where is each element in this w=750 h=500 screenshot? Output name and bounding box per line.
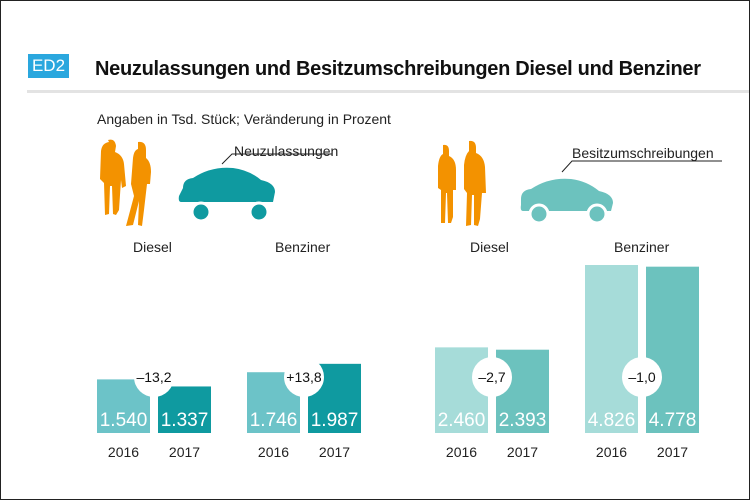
category-label: Diesel (470, 239, 509, 255)
section-label: Besitzumschreibungen (572, 145, 714, 161)
car-icon (520, 160, 722, 225)
category-label: Benziner (614, 239, 670, 255)
badge: ED2 (28, 54, 69, 78)
value-label: 1.987 (311, 410, 359, 431)
year-label: 2017 (169, 444, 200, 460)
value-label: 1.540 (100, 410, 148, 431)
subtitle: Angaben in Tsd. Stück; Veränderung in Pr… (97, 111, 391, 127)
value-label: 2.460 (438, 410, 486, 431)
year-label: 2016 (108, 444, 139, 460)
change-circle (622, 357, 662, 397)
year-label: 2017 (507, 444, 538, 460)
change-circle (134, 357, 174, 397)
value-label: 2.393 (499, 410, 547, 431)
bar (585, 265, 638, 433)
category-label: Diesel (133, 239, 172, 255)
change-label: +13,8 (286, 369, 322, 385)
year-label: 2016 (446, 444, 477, 460)
year-label: 2016 (596, 444, 627, 460)
section-label: Neuzulassungen (234, 143, 339, 159)
change-circle (284, 357, 324, 397)
value-label: 4.826 (588, 410, 636, 431)
value-label: 1.746 (250, 410, 298, 431)
car-icon (178, 153, 332, 223)
change-label: –1,0 (628, 369, 655, 385)
people-icon (100, 139, 151, 226)
value-label: 1.337 (161, 410, 209, 431)
change-label: –2,7 (478, 369, 505, 385)
chart-title: Neuzulassungen und Besitzumschreibungen … (95, 58, 701, 80)
change-label: –13,2 (136, 369, 171, 385)
divider (27, 90, 749, 93)
change-circle (472, 357, 512, 397)
bar (158, 386, 211, 433)
value-label: 4.778 (649, 410, 697, 431)
year-label: 2016 (258, 444, 289, 460)
people-icon (438, 140, 486, 226)
bar (646, 266, 699, 433)
category-label: Benziner (275, 239, 331, 255)
year-label: 2017 (657, 444, 688, 460)
year-label: 2017 (319, 444, 350, 460)
